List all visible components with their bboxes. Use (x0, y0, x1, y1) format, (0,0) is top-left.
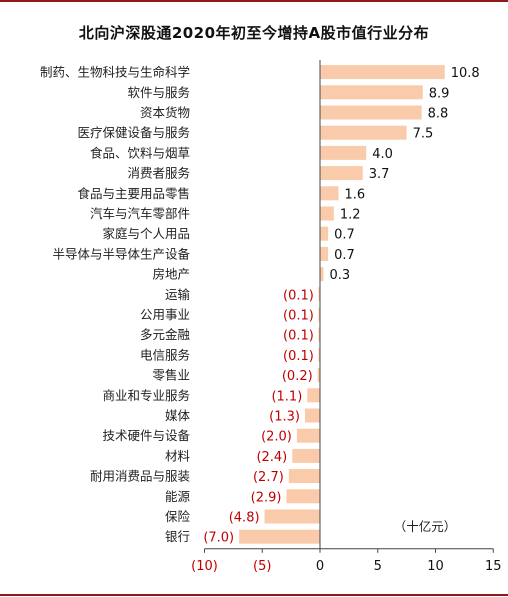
x-tick-label: 15 (485, 559, 502, 574)
bar (318, 287, 320, 302)
category-label: 资本货物 (140, 105, 190, 120)
x-tick-label: 5 (374, 559, 382, 574)
value-label: 8.8 (428, 107, 449, 122)
value-label: (0.1) (283, 288, 314, 303)
category-label: 技术硬件与设备 (102, 428, 190, 443)
bar (318, 307, 320, 322)
bar (286, 489, 320, 504)
bar (320, 85, 423, 100)
top-border (0, 0, 508, 2)
bar (292, 448, 320, 463)
category-labels-group: 制药、生物科技与生命科学软件与服务资本货物医疗保健设备与服务食品、饮料与烟草消费… (40, 65, 191, 545)
category-label: 软件与服务 (127, 85, 190, 100)
category-label: 能源 (165, 489, 191, 504)
category-label: 制药、生物科技与生命科学 (40, 65, 190, 80)
value-label: 1.2 (340, 208, 361, 223)
value-label: (2.7) (253, 470, 284, 485)
category-label: 房地产 (152, 267, 190, 282)
bars-group (239, 65, 445, 544)
value-label: (4.8) (229, 511, 260, 526)
bar (320, 267, 324, 282)
bar (320, 125, 407, 140)
bar (320, 246, 329, 261)
value-label: 3.7 (369, 167, 390, 182)
category-label: 媒体 (165, 408, 191, 423)
x-tick-label: 0 (316, 559, 324, 574)
value-label: 1.6 (344, 187, 365, 202)
category-label: 银行 (165, 529, 190, 544)
value-label: (1.3) (269, 410, 300, 425)
category-label: 家庭与个人用品 (102, 226, 190, 241)
value-label: (2.9) (251, 490, 282, 505)
category-label: 半导体与半导体生产设备 (52, 246, 190, 261)
category-label: 消费者服务 (127, 166, 190, 181)
value-label: 0.7 (334, 228, 355, 243)
bar (288, 469, 320, 484)
value-label: (2.4) (256, 450, 287, 465)
category-label: 多元金融 (140, 327, 191, 342)
bar (320, 105, 422, 120)
bar (318, 327, 320, 342)
value-label: 0.7 (334, 248, 355, 263)
x-axis-group: (10) (5) 0 5 10 15 (191, 548, 502, 574)
category-label: 食品与主要用品零售 (77, 186, 190, 201)
value-label: (0.2) (282, 369, 313, 384)
x-tick-label: (5) (253, 559, 271, 574)
value-label: (0.1) (283, 309, 314, 324)
bar (320, 186, 339, 201)
bottom-border (0, 594, 508, 596)
value-label: (7.0) (203, 531, 234, 546)
bar (320, 65, 445, 80)
category-label: 材料 (165, 448, 191, 463)
value-label: (0.1) (283, 349, 314, 364)
bar (320, 206, 334, 221)
category-label: 汽车与汽车零部件 (90, 206, 190, 221)
category-label: 医疗保健设备与服务 (77, 125, 190, 140)
bar (264, 509, 320, 524)
value-label: 7.5 (413, 127, 434, 142)
category-label: 零售业 (152, 368, 190, 383)
category-label: 运输 (165, 287, 191, 302)
x-tick-label: (10) (191, 559, 218, 574)
bar (296, 428, 320, 443)
bar (239, 529, 320, 544)
chart-title: 北向沪深股通2020年初至今增持A股市值行业分布 (78, 24, 430, 42)
bar (307, 388, 320, 403)
value-label: 10.8 (451, 66, 480, 81)
category-label: 公用事业 (140, 307, 190, 322)
category-label: 耐用消费品与服装 (90, 469, 190, 484)
category-label: 商业和专业服务 (102, 388, 190, 403)
value-label: (0.1) (283, 329, 314, 344)
value-label: 8.9 (429, 86, 450, 101)
bar (320, 226, 329, 241)
category-label: 电信服务 (140, 347, 190, 362)
category-label: 保险 (165, 509, 191, 524)
value-labels-group: 10.88.9 8.8 7.5 4.0 3.7 1.6 1.2 0.7 0.7 0.3 (0.1) (… (203, 66, 479, 546)
category-label: 食品、饮料与烟草 (90, 145, 190, 160)
bar (304, 408, 320, 423)
value-label: 0.3 (329, 268, 350, 283)
unit-label: （十亿元） (394, 519, 457, 534)
value-label: (1.1) (271, 389, 302, 404)
x-tick-label: 10 (427, 559, 444, 574)
bar (320, 145, 367, 160)
value-label: 4.0 (372, 147, 393, 162)
bar (320, 166, 363, 181)
value-label: (2.0) (261, 430, 292, 445)
bar (318, 347, 320, 362)
bar (317, 368, 320, 383)
